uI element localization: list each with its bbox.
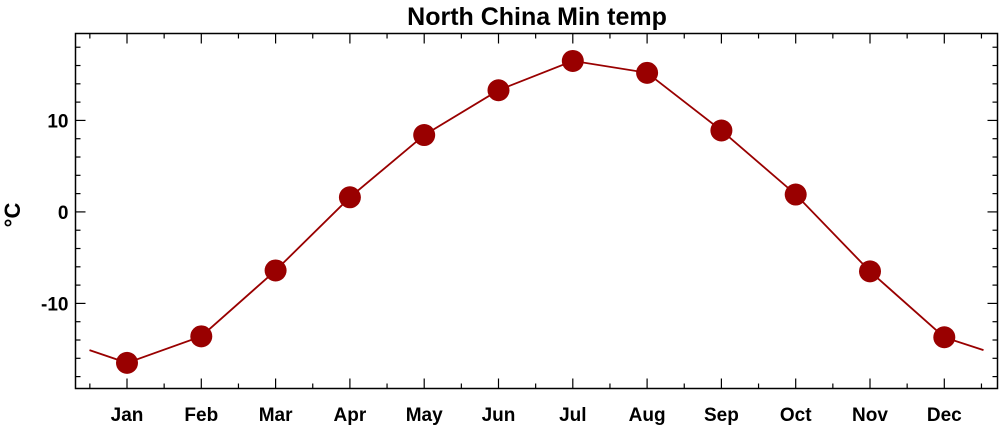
x-tick-label: Nov xyxy=(852,405,888,426)
x-tick-labels: Jan Feb Mar Apr May Jun Jul Aug Sep Oct Nov Dec xyxy=(111,405,963,426)
plot-frame xyxy=(74,32,999,390)
x-tick-label: Mar xyxy=(259,405,293,426)
x-tick-label: Jul xyxy=(559,405,586,426)
data-point-sep xyxy=(710,119,733,142)
x-tick-label: Feb xyxy=(184,405,218,426)
data-point-may xyxy=(413,124,436,147)
x-tick-label: Jun xyxy=(482,405,516,426)
y-tick-label: -10 xyxy=(41,294,68,315)
y-axis-label: °C xyxy=(0,203,25,228)
x-tick-label: Dec xyxy=(927,405,962,426)
series-line xyxy=(89,59,984,364)
data-point-oct xyxy=(784,183,807,206)
data-point-jan xyxy=(116,351,138,374)
data-point-jul xyxy=(561,49,584,72)
y-tick-label: 10 xyxy=(47,111,68,132)
x-tick-label: May xyxy=(406,405,443,426)
y-tick-label: 0 xyxy=(58,203,69,224)
x-tick-label: Aug xyxy=(629,405,666,426)
x-tick-label: Oct xyxy=(780,405,812,426)
data-point-mar xyxy=(264,259,287,282)
chart-title: North China Min temp xyxy=(407,3,667,31)
x-tick-label: Apr xyxy=(334,405,367,426)
data-point-jun xyxy=(487,79,510,102)
y-tick-labels: -10 0 10 xyxy=(41,111,68,315)
x-tick-label: Sep xyxy=(704,405,739,426)
series-layer xyxy=(89,49,984,374)
data-point-nov xyxy=(859,260,881,283)
data-point-dec xyxy=(933,326,956,349)
axis-ticks xyxy=(75,33,998,389)
data-point-feb xyxy=(190,325,213,348)
x-tick-label: Jan xyxy=(111,405,144,426)
data-point-aug xyxy=(636,61,659,84)
data-point-apr xyxy=(338,186,361,209)
